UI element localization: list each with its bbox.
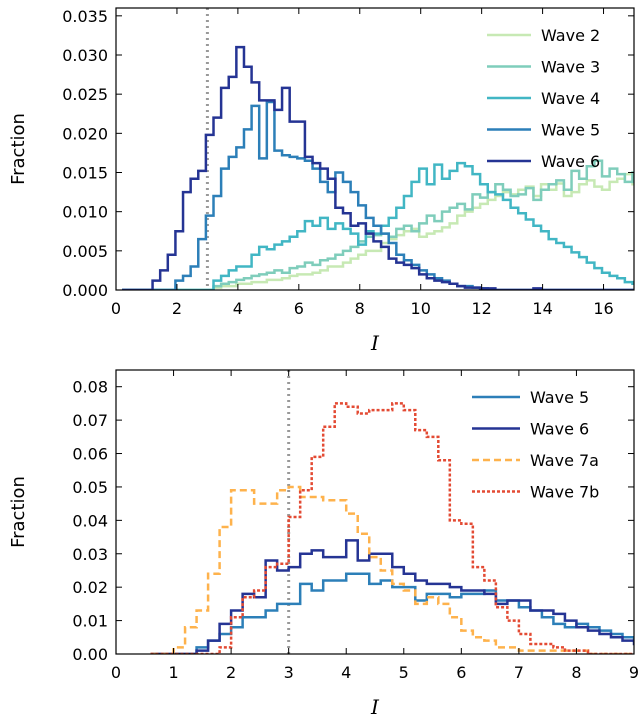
legend-label: Wave 6 bbox=[541, 152, 600, 171]
x-tick-label: 16 bbox=[593, 299, 613, 318]
y-tick-label: 0.06 bbox=[72, 445, 108, 464]
legend: Wave 2 Wave 3 Wave 4 Wave 5 Wave 6 bbox=[487, 26, 600, 171]
y-tick-label: 0.020 bbox=[62, 124, 108, 143]
series-wave-7b bbox=[150, 402, 634, 654]
x-tick-label: 10 bbox=[411, 299, 431, 318]
x-tick-label: 6 bbox=[294, 299, 304, 318]
x-axis-label: I bbox=[370, 331, 380, 355]
x-tick-label: 8 bbox=[571, 663, 581, 682]
x-tick-label: 6 bbox=[456, 663, 466, 682]
y-tick-label: 0.01 bbox=[72, 612, 108, 631]
legend-label: Wave 2 bbox=[541, 26, 600, 45]
y-tick-label: 0.00 bbox=[72, 645, 108, 664]
x-tick-label: 5 bbox=[399, 663, 409, 682]
y-tick-label: 0.03 bbox=[72, 545, 108, 564]
y-tick-label: 0.07 bbox=[72, 411, 108, 430]
y-tick-label: 0.035 bbox=[62, 7, 108, 26]
x-tick-label: 4 bbox=[341, 663, 351, 682]
plot-frame bbox=[115, 369, 635, 655]
x-tick-label: 0 bbox=[111, 299, 121, 318]
series-wave-7a bbox=[150, 485, 634, 654]
x-tick-label: 3 bbox=[284, 663, 294, 682]
x-tick-label: 4 bbox=[233, 299, 243, 318]
x-tick-label: 2 bbox=[226, 663, 236, 682]
x-tick-label: 7 bbox=[514, 663, 524, 682]
y-tick-label: 0.025 bbox=[62, 85, 108, 104]
series-wave-3 bbox=[122, 159, 634, 290]
plot-frame bbox=[115, 7, 635, 291]
x-axis-label: I bbox=[370, 695, 380, 719]
legend-label: Wave 7a bbox=[530, 451, 599, 470]
chart-panel-2: 0 1 2 3 4 5 6 7 8 9 0.00 0.01 0.02 0.03 0.04 0.05 0.06 0.… bbox=[8, 369, 639, 719]
y-tick-label: 0.030 bbox=[62, 46, 108, 65]
legend-label: Wave 5 bbox=[541, 121, 600, 140]
x-tick-label: 14 bbox=[532, 299, 552, 318]
series-wave-4 bbox=[122, 161, 634, 290]
y-tick-label: 0.08 bbox=[72, 378, 108, 397]
series-wave-6 bbox=[122, 45, 634, 290]
legend-label: Wave 5 bbox=[530, 388, 589, 407]
series-wave-5 bbox=[150, 572, 634, 654]
chart-panel-1: 0 2 4 6 8 10 12 14 16 0.000 0.005 0.010 0.015 0.020 0.… bbox=[8, 7, 635, 355]
y-tick-label: 0.000 bbox=[62, 281, 108, 300]
y-axis-label: Fraction bbox=[8, 113, 29, 185]
y-axis-label: Fraction bbox=[8, 476, 29, 548]
legend-label: Wave 6 bbox=[530, 420, 589, 439]
x-tick-label: 2 bbox=[172, 299, 182, 318]
y-tick-label: 0.02 bbox=[72, 578, 108, 597]
y-tick-label: 0.005 bbox=[62, 242, 108, 261]
x-tick-label: 0 bbox=[111, 663, 121, 682]
series-wave-6 bbox=[150, 539, 634, 654]
y-tick-label: 0.010 bbox=[62, 203, 108, 222]
legend: Wave 5 Wave 6 Wave 7a Wave 7b bbox=[472, 388, 599, 502]
x-tick-label: 12 bbox=[471, 299, 491, 318]
x-tick-label: 1 bbox=[168, 663, 178, 682]
y-tick-label: 0.04 bbox=[72, 511, 108, 530]
x-tick-label: 8 bbox=[355, 299, 365, 318]
y-tick-label: 0.05 bbox=[72, 478, 108, 497]
legend-label: Wave 3 bbox=[541, 58, 600, 77]
y-tick-label: 0.015 bbox=[62, 164, 108, 183]
x-tick-label: 9 bbox=[629, 663, 639, 682]
series-wave-2 bbox=[122, 172, 634, 290]
series-wave-5 bbox=[122, 100, 634, 290]
legend-label: Wave 7b bbox=[530, 483, 599, 502]
legend-label: Wave 4 bbox=[541, 89, 600, 108]
